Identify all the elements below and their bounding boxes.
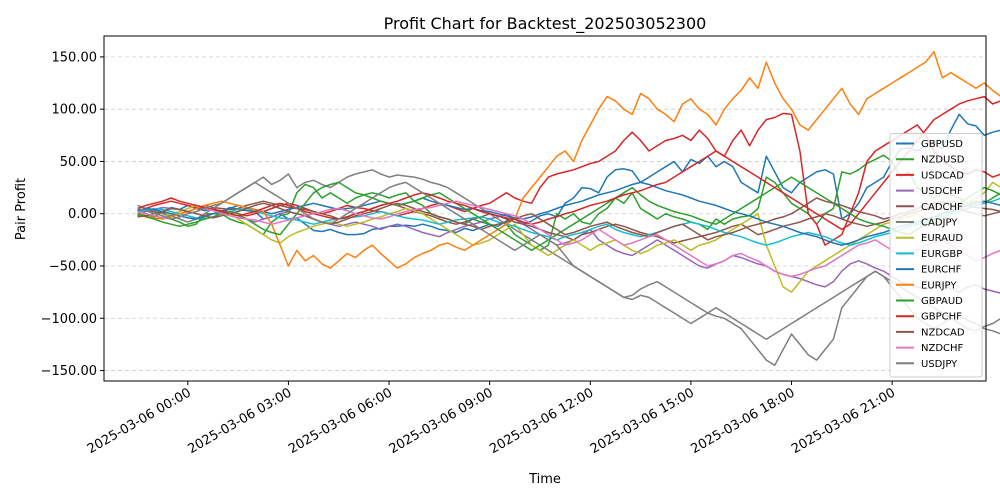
legend-label: NZDUSD [921, 155, 965, 166]
legend: GBPUSD NZDUSD USDCAD USDCHF CADCHF CADJPY EURA… [890, 134, 982, 378]
legend-label: CADCHF [921, 202, 963, 213]
legend-label: EURAUD [921, 233, 963, 244]
y-axis-label: Pair Profit [14, 178, 29, 240]
legend-label: GBPUSD [921, 139, 963, 150]
y-tick-label: −150.00 [41, 364, 97, 379]
x-axis-label: Time [528, 472, 561, 487]
legend-label: GBPCHF [921, 312, 962, 323]
legend-label: EURGBP [921, 249, 962, 260]
legend-label: USDJPY [921, 359, 958, 370]
y-tick-label: 0.00 [68, 207, 97, 222]
y-tick-label: −50.00 [49, 260, 97, 275]
legend-label: EURJPY [921, 280, 957, 291]
y-tick-label: 150.00 [52, 50, 98, 65]
legend-label: EURCHF [921, 265, 962, 276]
chart-title: Profit Chart for Backtest_202503052300 [384, 14, 707, 34]
y-tick-label: −100.00 [41, 312, 97, 327]
legend-label: GBPAUD [921, 296, 963, 307]
legend-label: CADJPY [921, 218, 958, 229]
legend-label: NZDCHF [921, 343, 964, 354]
legend-label: USDCHF [921, 186, 963, 197]
legend-label: USDCAD [921, 170, 964, 181]
legend-label: NZDCAD [921, 327, 965, 338]
y-tick-label: 50.00 [60, 155, 97, 170]
y-tick-label: 100.00 [52, 103, 98, 118]
